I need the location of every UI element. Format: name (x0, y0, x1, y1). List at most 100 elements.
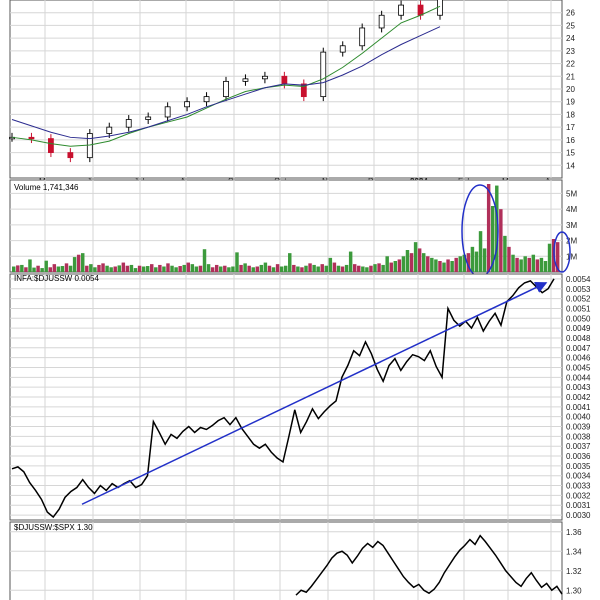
volume-bar (259, 264, 264, 272)
volume-bar (72, 257, 77, 272)
volume-bar (462, 254, 467, 272)
volume-bar (247, 265, 251, 272)
volume-bar (511, 254, 515, 272)
volume-bar (174, 267, 178, 272)
volume-bar (348, 251, 353, 272)
volume-bar (48, 267, 52, 272)
volume-bar (478, 231, 483, 272)
volume-bar (85, 265, 89, 272)
price-candle-body (67, 152, 74, 159)
ratio-tick-label: 0.0038 (566, 432, 591, 441)
volume-bar (93, 267, 97, 272)
volume-bar (81, 253, 85, 272)
volume-bar (52, 264, 57, 272)
volume-bar (304, 265, 308, 272)
volume-bar (182, 264, 186, 272)
volume-tick-label: 5M (566, 189, 577, 198)
volume-bar (117, 265, 121, 272)
ratio-tick-label: 0.0030 (566, 511, 591, 520)
volume-bar (405, 250, 410, 272)
volume-bar (324, 265, 329, 272)
price-candle-body (106, 126, 113, 134)
volume-bar (202, 249, 207, 272)
volume-bar (344, 264, 349, 272)
volume-bar (369, 265, 373, 272)
volume-bar (251, 267, 255, 272)
volume-bar (417, 248, 422, 272)
volume-bar (210, 267, 215, 272)
volume-bar (206, 264, 211, 272)
volume-bar (486, 184, 491, 272)
volume-bar (227, 267, 231, 272)
volume-bar (336, 265, 341, 272)
volume-bar (56, 266, 61, 272)
volume-bar (60, 266, 65, 272)
price-candle-body (339, 45, 346, 53)
ratio2-line (295, 534, 563, 596)
volume-bar (332, 262, 337, 272)
volume-bar (495, 185, 499, 272)
price-candle-body (417, 4, 424, 16)
volume-bar (357, 265, 361, 272)
ratio-tick-label: 0.0040 (566, 413, 591, 422)
volume-bar (178, 266, 182, 272)
volume-bar (89, 264, 93, 272)
volume-bar (198, 265, 203, 272)
volume-bar (186, 262, 191, 272)
volume-bar (292, 264, 296, 272)
ratio-tick-label: 0.0044 (566, 373, 591, 382)
ratio-tick-label: 0.0032 (566, 491, 591, 500)
volume-bar (543, 261, 548, 272)
volume-bar (377, 263, 381, 272)
volume-bar (235, 252, 239, 272)
volume-tick-label: 2M (566, 237, 577, 246)
ratio-tick-label: 0.0041 (566, 403, 591, 412)
price-panel: 14151617181920212223242526MayJunJulAugSe… (9, 0, 575, 186)
volume-bar (413, 242, 418, 272)
price-candle-body (28, 136, 35, 140)
volume-bar (194, 266, 199, 272)
ratio-tick-label: 0.0051 (566, 304, 591, 313)
ratio2-tick-label: 1.32 (566, 567, 582, 576)
volume-bar (397, 259, 402, 272)
volume-bar (352, 264, 357, 272)
price-line-sma-200 (11, 26, 441, 140)
ratio-tick-label: 0.0031 (566, 501, 591, 510)
volume-bar (97, 264, 101, 272)
ratio2-tick-label: 1.30 (566, 586, 582, 595)
ratio-tick-label: 0.0039 (566, 423, 591, 432)
volume-bar (547, 243, 552, 272)
volume-bar (316, 266, 320, 272)
volume-bar (36, 265, 40, 272)
volume-bar (458, 256, 462, 272)
ratio-tick-label: 0.0046 (566, 354, 591, 363)
price-candle-body (262, 75, 268, 80)
price-candle-body (86, 133, 93, 159)
volume-bar (239, 264, 243, 272)
volume-panel: 5M 4M 3M 2M 1M (9, 179, 577, 278)
volume-bar (101, 263, 105, 272)
volume-bar (430, 257, 434, 272)
volume-bar (421, 253, 426, 272)
volume-bar (223, 265, 227, 272)
volume-bar (389, 262, 393, 272)
volume-bar (320, 264, 324, 272)
volume-bar (275, 264, 280, 272)
ratio-tick-label: 0.0033 (566, 482, 591, 491)
ratio-tick-label: 0.0048 (566, 334, 591, 343)
ratio2-panel: 1.36 1.34 1.32 1.30 (9, 521, 582, 600)
ratio-tick-label: 0.0042 (566, 393, 591, 402)
volume-bar (401, 256, 406, 272)
price-tick-label: 22 (566, 60, 575, 69)
volume-bar (219, 266, 223, 272)
volume-bar (527, 257, 531, 272)
volume-bar (385, 256, 389, 272)
ratio2-label: $DJUSSW:$SPX 1.30 (14, 523, 93, 532)
price-tick-label: 26 (566, 9, 575, 18)
price-tick-label: 15 (566, 149, 575, 158)
price-tick-label: 25 (566, 21, 575, 30)
volume-bar (373, 264, 377, 272)
volume-bar (308, 263, 312, 272)
volume-bar (158, 264, 162, 272)
volume-bar (24, 267, 28, 272)
